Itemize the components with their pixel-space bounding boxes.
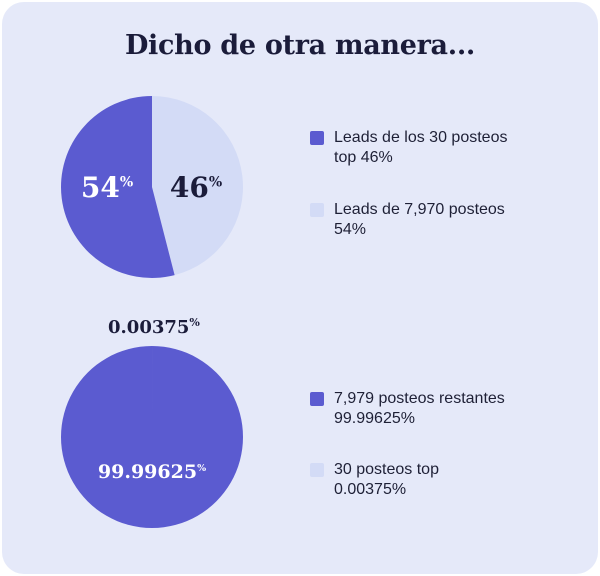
- legend-swatch: [310, 203, 324, 217]
- legend-bottom: 7,979 posteos restantes 99.99625% 30 pos…: [310, 389, 505, 500]
- pie-slice: [152, 96, 244, 276]
- pie-chart-bottom: 99.99625%: [60, 346, 243, 528]
- pie-slice: [60, 346, 243, 528]
- pie-chart-top: 46%54%: [61, 96, 244, 278]
- legend-swatch: [310, 392, 324, 406]
- small-slice-label: 0.00375%: [108, 316, 200, 338]
- legend-swatch: [310, 463, 324, 477]
- legend-item: Leads de 7,970 posteos 54%: [310, 200, 507, 240]
- slice-label: 99.99625%: [98, 461, 206, 483]
- small-slice-value: 0.00375: [108, 317, 190, 338]
- legend-label: 30 posteos top: [334, 461, 439, 478]
- chart-title: Dicho de otra manera...: [124, 30, 476, 61]
- legend-top: Leads de los 30 posteos top 46% Leads de…: [310, 128, 507, 240]
- legend-value: 54%: [334, 221, 367, 238]
- legend-label: Leads de 7,970 posteos: [334, 201, 505, 218]
- legend-value: top 46%: [334, 149, 393, 166]
- legend-value: 99.99625%: [334, 410, 415, 427]
- legend-label: 7,979 posteos restantes: [334, 390, 505, 407]
- pie-slice: [61, 96, 175, 278]
- legend-value: 0.00375%: [334, 481, 407, 498]
- legend-swatch: [310, 131, 324, 145]
- legend-label: Leads de los 30 posteos: [334, 129, 508, 146]
- legend-item: Leads de los 30 posteos top 46%: [310, 128, 507, 168]
- legend-item: 7,979 posteos restantes 99.99625%: [310, 389, 505, 429]
- legend-item: 30 posteos top 0.00375%: [310, 460, 505, 500]
